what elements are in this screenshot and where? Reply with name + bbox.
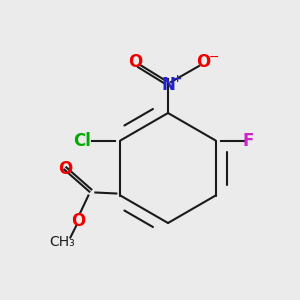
Text: O: O <box>58 160 73 178</box>
Text: Cl: Cl <box>74 131 91 149</box>
Text: O: O <box>71 212 85 230</box>
Text: CH₃: CH₃ <box>50 236 75 250</box>
Text: +: + <box>172 74 182 84</box>
Text: −: − <box>209 50 219 64</box>
Text: F: F <box>243 131 254 149</box>
Text: O: O <box>128 53 142 71</box>
Text: N: N <box>161 76 175 94</box>
Text: O: O <box>196 53 210 71</box>
